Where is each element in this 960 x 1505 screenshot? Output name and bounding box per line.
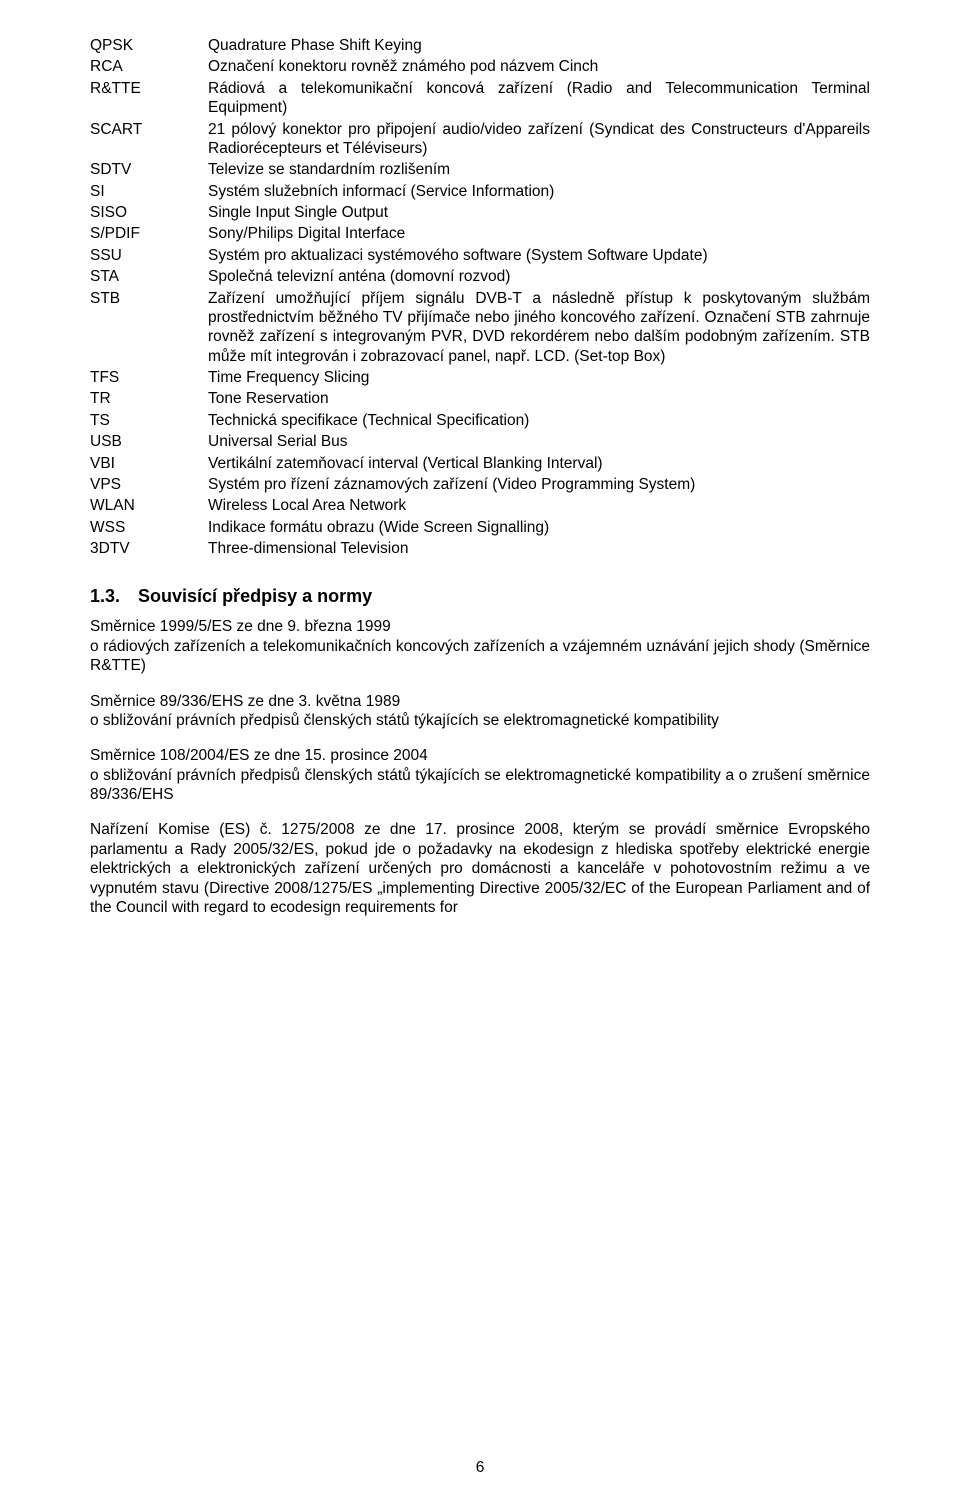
abbr-term: TS: [90, 411, 208, 430]
abbr-definition: Systém pro řízení záznamových zařízení (…: [208, 475, 870, 494]
abbr-term: VPS: [90, 475, 208, 494]
abbr-definition: Technická specifikace (Technical Specifi…: [208, 411, 870, 430]
abbr-row: TRTone Reservation: [90, 389, 870, 408]
abbr-term: S/PDIF: [90, 224, 208, 243]
abbr-row: STBZařízení umožňující příjem signálu DV…: [90, 289, 870, 367]
abbr-definition: Sony/Philips Digital Interface: [208, 224, 870, 243]
abbr-term: R&TTE: [90, 79, 208, 98]
abbr-row: VPSSystém pro řízení záznamových zařízen…: [90, 475, 870, 494]
abbr-row: SDTVTelevize se standardním rozlišením: [90, 160, 870, 179]
abbr-term: SCART: [90, 120, 208, 139]
abbr-row: WSSIndikace formátu obrazu (Wide Screen …: [90, 518, 870, 537]
abbr-definition: Označení konektoru rovněž známého pod ná…: [208, 57, 870, 76]
abbr-definition: Quadrature Phase Shift Keying: [208, 36, 870, 55]
abbr-term: STB: [90, 289, 208, 308]
abbr-term: WSS: [90, 518, 208, 537]
abbr-term: 3DTV: [90, 539, 208, 558]
page: QPSKQuadrature Phase Shift KeyingRCAOzna…: [0, 0, 960, 1505]
abbr-term: RCA: [90, 57, 208, 76]
abbr-term: SI: [90, 182, 208, 201]
abbr-term: TR: [90, 389, 208, 408]
section-number: 1.3.: [90, 586, 120, 606]
abbr-definition: 21 pólový konektor pro připojení audio/v…: [208, 120, 870, 159]
abbr-row: SCART21 pólový konektor pro připojení au…: [90, 120, 870, 159]
abbr-row: QPSKQuadrature Phase Shift Keying: [90, 36, 870, 55]
paragraph: Směrnice 1999/5/ES ze dne 9. března 1999…: [90, 617, 870, 675]
section-heading: 1.3. Souvisící předpisy a normy: [90, 586, 870, 607]
abbr-definition: Time Frequency Slicing: [208, 368, 870, 387]
abbr-row: VBIVertikální zatemňovací interval (Vert…: [90, 454, 870, 473]
abbr-row: STASpolečná televizní anténa (domovní ro…: [90, 267, 870, 286]
abbr-row: TFSTime Frequency Slicing: [90, 368, 870, 387]
abbr-definition: Rádiová a telekomunikační koncová zaříze…: [208, 79, 870, 118]
abbr-row: USBUniversal Serial Bus: [90, 432, 870, 451]
paragraphs: Směrnice 1999/5/ES ze dne 9. března 1999…: [90, 617, 870, 917]
abbr-row: WLANWireless Local Area Network: [90, 496, 870, 515]
abbr-term: SISO: [90, 203, 208, 222]
paragraph: Směrnice 89/336/EHS ze dne 3. května 198…: [90, 692, 870, 731]
abbr-definition: Three-dimensional Television: [208, 539, 870, 558]
abbreviation-list: QPSKQuadrature Phase Shift KeyingRCAOzna…: [90, 36, 870, 558]
abbr-term: TFS: [90, 368, 208, 387]
abbr-term: USB: [90, 432, 208, 451]
section-title: Souvisící předpisy a normy: [138, 586, 372, 606]
abbr-row: SSUSystém pro aktualizaci systémového so…: [90, 246, 870, 265]
abbr-row: S/PDIFSony/Philips Digital Interface: [90, 224, 870, 243]
abbr-definition: Společná televizní anténa (domovní rozvo…: [208, 267, 870, 286]
paragraph: Směrnice 108/2004/ES ze dne 15. prosince…: [90, 746, 870, 804]
abbr-term: WLAN: [90, 496, 208, 515]
abbr-row: TSTechnická specifikace (Technical Speci…: [90, 411, 870, 430]
abbr-definition: Zařízení umožňující příjem signálu DVB-T…: [208, 289, 870, 367]
abbr-row: SISystém služebních informací (Service I…: [90, 182, 870, 201]
abbr-definition: Single Input Single Output: [208, 203, 870, 222]
abbr-definition: Vertikální zatemňovací interval (Vertica…: [208, 454, 870, 473]
abbr-term: VBI: [90, 454, 208, 473]
abbr-definition: Wireless Local Area Network: [208, 496, 870, 515]
abbr-row: RCAOznačení konektoru rovněž známého pod…: [90, 57, 870, 76]
abbr-definition: Indikace formátu obrazu (Wide Screen Sig…: [208, 518, 870, 537]
abbr-row: SISOSingle Input Single Output: [90, 203, 870, 222]
abbr-term: SDTV: [90, 160, 208, 179]
abbr-row: 3DTVThree-dimensional Television: [90, 539, 870, 558]
abbr-term: QPSK: [90, 36, 208, 55]
abbr-term: SSU: [90, 246, 208, 265]
abbr-definition: Systém služebních informací (Service Inf…: [208, 182, 870, 201]
abbr-definition: Systém pro aktualizaci systémového softw…: [208, 246, 870, 265]
abbr-row: R&TTERádiová a telekomunikační koncová z…: [90, 79, 870, 118]
abbr-definition: Universal Serial Bus: [208, 432, 870, 451]
page-number: 6: [0, 1459, 960, 1477]
paragraph: Nařízení Komise (ES) č. 1275/2008 ze dne…: [90, 820, 870, 917]
abbr-definition: Televize se standardním rozlišením: [208, 160, 870, 179]
abbr-term: STA: [90, 267, 208, 286]
abbr-definition: Tone Reservation: [208, 389, 870, 408]
